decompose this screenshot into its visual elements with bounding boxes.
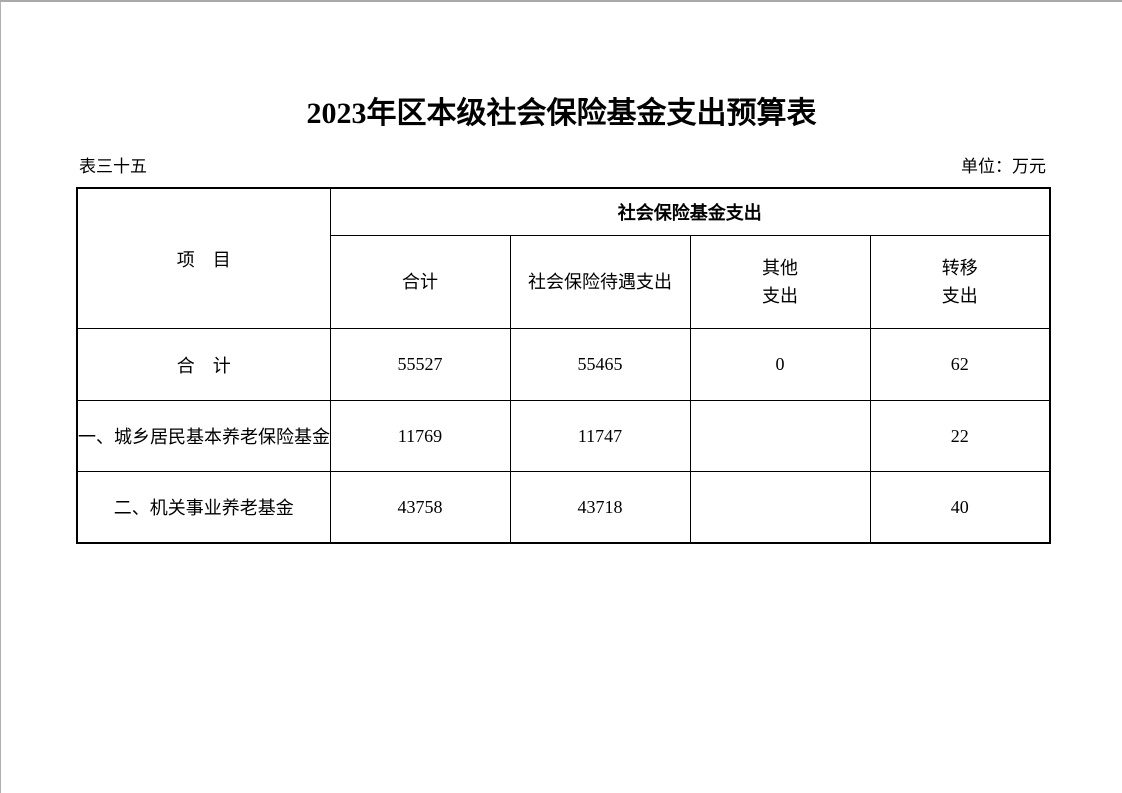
- table-number-label: 表三十五: [79, 157, 147, 176]
- cell-value: 40: [869, 471, 1051, 544]
- cell-value: 22: [869, 400, 1051, 472]
- cell-value: 55465: [509, 328, 691, 401]
- header-row-group: 项 目 社会保险基金支出: [76, 187, 1051, 329]
- header-item-cell: 项 目: [76, 187, 331, 329]
- header-row-columns: 合计 社会保险待遇支出 其他 支出 转移 支出: [77, 235, 1051, 329]
- table-row-institution-pension: 二、机关事业养老基金 43758 43718 40: [76, 471, 1051, 544]
- cell-value: [689, 400, 871, 472]
- header-group-cell: 社会保险基金支出: [329, 187, 1051, 236]
- meta-row: 表三十五 单位：万元: [79, 157, 1046, 177]
- row-label: 二、机关事业养老基金: [76, 471, 331, 544]
- header-col-benefit-expenditure: 社会保险待遇支出: [509, 235, 691, 329]
- page-title: 2023年区本级社会保险基金支出预算表: [306, 97, 817, 130]
- cell-value: [689, 471, 871, 544]
- budget-table: 项 目 社会保险基金支出 合计 社会保险待遇支出 其他 支出 转移 支出 合 计…: [76, 187, 1051, 544]
- header-col-transfer-expenditure: 转移 支出: [869, 235, 1051, 329]
- row-label: 一、城乡居民基本养老保险基金: [76, 400, 331, 472]
- table-row-urban-rural-pension: 一、城乡居民基本养老保险基金 11769 11747 22: [76, 400, 1051, 472]
- header-col-other-expenditure: 其他 支出: [689, 235, 871, 329]
- cell-value: 11747: [509, 400, 691, 472]
- cell-value: 55527: [329, 328, 511, 401]
- cell-value: 43718: [509, 471, 691, 544]
- cell-value: 0: [689, 328, 871, 401]
- table-row-total: 合 计 55527 55465 0 62: [76, 328, 1051, 401]
- cell-value: 43758: [329, 471, 511, 544]
- cell-value: 62: [869, 328, 1051, 401]
- unit-label: 单位：万元: [961, 157, 1046, 176]
- row-label: 合 计: [76, 328, 331, 401]
- cell-value: 11769: [329, 400, 511, 472]
- header-col-total: 合计: [329, 235, 511, 329]
